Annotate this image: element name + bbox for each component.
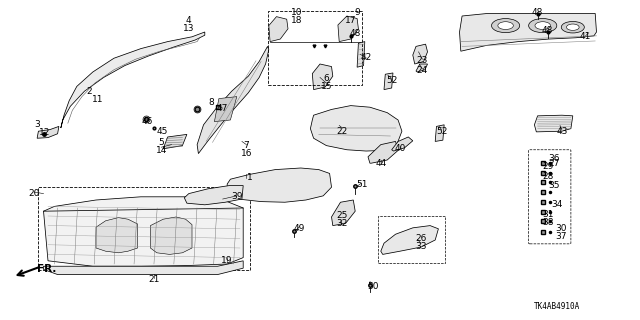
Polygon shape bbox=[357, 42, 365, 67]
Circle shape bbox=[498, 22, 513, 29]
Text: 42: 42 bbox=[360, 53, 372, 62]
Text: 27: 27 bbox=[548, 159, 559, 168]
Text: 47: 47 bbox=[217, 104, 228, 113]
Polygon shape bbox=[460, 13, 596, 51]
Polygon shape bbox=[214, 97, 237, 122]
Text: 6: 6 bbox=[324, 74, 329, 83]
Text: 39: 39 bbox=[231, 192, 243, 201]
Text: 15: 15 bbox=[321, 82, 332, 91]
Text: 7: 7 bbox=[244, 141, 249, 150]
Circle shape bbox=[535, 22, 550, 29]
Text: 46: 46 bbox=[141, 117, 153, 126]
Text: 33: 33 bbox=[415, 242, 427, 251]
Text: 44: 44 bbox=[375, 159, 387, 168]
Text: 20: 20 bbox=[28, 189, 40, 198]
Text: FR.: FR. bbox=[37, 264, 56, 275]
Text: 35: 35 bbox=[548, 181, 559, 190]
Circle shape bbox=[492, 19, 520, 33]
Polygon shape bbox=[61, 32, 205, 128]
Polygon shape bbox=[435, 125, 444, 141]
Polygon shape bbox=[150, 217, 192, 254]
Text: 38: 38 bbox=[543, 218, 554, 227]
Text: 32: 32 bbox=[337, 220, 348, 228]
Text: 40: 40 bbox=[394, 144, 406, 153]
Polygon shape bbox=[384, 73, 393, 90]
Text: 21: 21 bbox=[148, 276, 159, 284]
Polygon shape bbox=[269, 17, 288, 42]
Text: 48: 48 bbox=[541, 26, 553, 35]
Text: 2: 2 bbox=[87, 87, 92, 96]
Text: 10: 10 bbox=[291, 8, 302, 17]
Text: 23: 23 bbox=[417, 56, 428, 65]
Polygon shape bbox=[37, 126, 59, 138]
Text: 26: 26 bbox=[415, 234, 427, 243]
Text: 34: 34 bbox=[551, 200, 563, 209]
Text: 17: 17 bbox=[345, 16, 356, 25]
Polygon shape bbox=[227, 168, 332, 202]
Text: 16: 16 bbox=[241, 149, 252, 158]
Polygon shape bbox=[96, 218, 138, 253]
Polygon shape bbox=[392, 137, 413, 151]
Polygon shape bbox=[332, 200, 355, 226]
Text: 51: 51 bbox=[356, 180, 367, 188]
Bar bbox=[268, 11, 362, 85]
Text: 11: 11 bbox=[92, 95, 103, 104]
Polygon shape bbox=[184, 186, 243, 205]
Text: 45: 45 bbox=[156, 127, 168, 136]
Circle shape bbox=[529, 19, 557, 33]
Text: 30: 30 bbox=[556, 224, 567, 233]
Text: 52: 52 bbox=[436, 127, 447, 136]
Text: 31: 31 bbox=[543, 210, 554, 219]
Text: 22: 22 bbox=[337, 127, 348, 136]
Text: 41: 41 bbox=[580, 32, 591, 41]
Text: 19: 19 bbox=[221, 256, 233, 265]
Text: 9: 9 bbox=[355, 8, 360, 17]
Text: 24: 24 bbox=[417, 66, 428, 75]
Polygon shape bbox=[44, 261, 243, 275]
Text: 29: 29 bbox=[543, 162, 554, 171]
Text: 14: 14 bbox=[156, 146, 167, 155]
Text: 18: 18 bbox=[291, 16, 302, 25]
Text: 50: 50 bbox=[367, 282, 379, 291]
Polygon shape bbox=[338, 16, 358, 42]
Text: 4: 4 bbox=[186, 16, 191, 25]
Polygon shape bbox=[381, 226, 438, 254]
Polygon shape bbox=[197, 46, 269, 154]
Text: 49: 49 bbox=[294, 224, 305, 233]
Text: 43: 43 bbox=[556, 127, 568, 136]
Text: 48: 48 bbox=[532, 8, 543, 17]
Polygon shape bbox=[312, 64, 333, 90]
Text: 8: 8 bbox=[209, 98, 214, 107]
Text: 13: 13 bbox=[183, 24, 195, 33]
Polygon shape bbox=[368, 141, 398, 163]
Text: TK4AB4910A: TK4AB4910A bbox=[534, 302, 580, 311]
Circle shape bbox=[566, 24, 579, 30]
Text: 48: 48 bbox=[349, 29, 361, 38]
Text: 5: 5 bbox=[159, 138, 164, 147]
Bar bbox=[38, 187, 250, 270]
Text: 36: 36 bbox=[548, 154, 559, 163]
Bar bbox=[378, 216, 445, 263]
Polygon shape bbox=[534, 115, 573, 132]
Text: 3: 3 bbox=[35, 120, 40, 129]
Text: 52: 52 bbox=[386, 76, 397, 84]
Circle shape bbox=[561, 21, 584, 33]
Text: 1: 1 bbox=[247, 173, 252, 182]
Text: 25: 25 bbox=[337, 212, 348, 220]
Text: 37: 37 bbox=[556, 232, 567, 241]
Polygon shape bbox=[413, 44, 428, 64]
Polygon shape bbox=[163, 134, 187, 149]
Text: 28: 28 bbox=[543, 172, 554, 180]
Text: 12: 12 bbox=[39, 128, 51, 137]
Polygon shape bbox=[44, 197, 243, 266]
Polygon shape bbox=[310, 106, 402, 151]
Polygon shape bbox=[416, 64, 428, 72]
